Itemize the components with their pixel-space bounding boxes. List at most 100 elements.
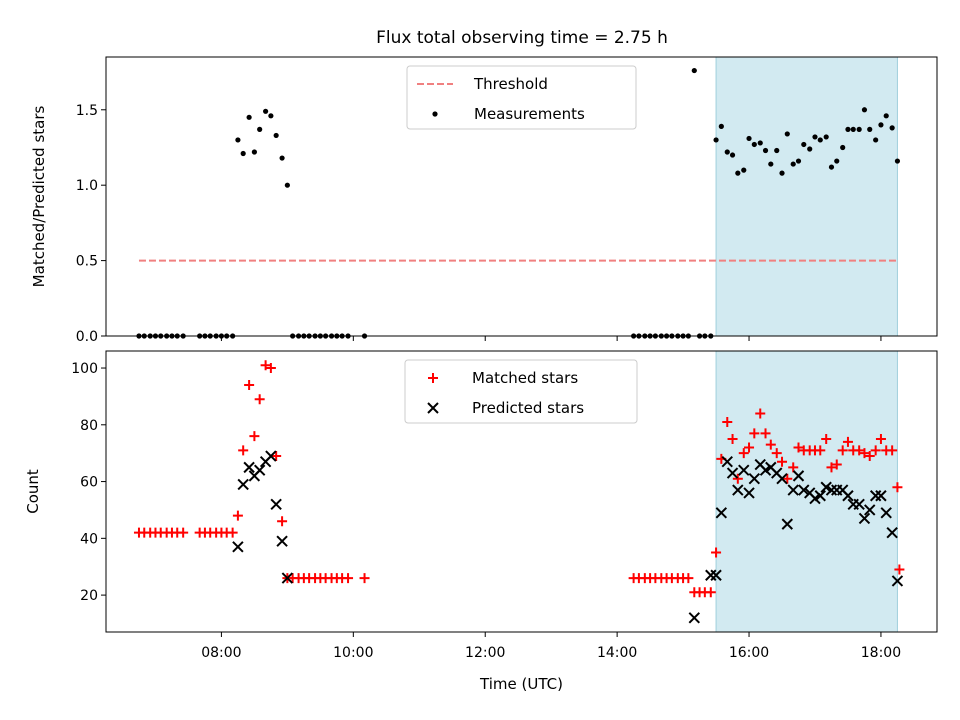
data-point [820,481,832,493]
y-axis-label: Matched/Predicted stars [30,106,48,288]
data-point [814,490,826,502]
data-point [894,564,905,575]
top-panel: 0.0 0.5 1.0 1.5 Matched/Predicted stars Thres… [30,56,938,345]
y-tick-label: 0.0 [76,329,98,345]
data-point [889,125,895,131]
data-point [277,516,288,527]
data-point [729,152,736,158]
data-point [887,445,898,456]
data-point [788,462,799,473]
axes-frame [105,350,938,633]
data-point [251,149,257,155]
data-point [721,455,733,468]
data-point [705,587,716,598]
legend-label: Threshold [473,75,548,93]
legend: Matched stars Predicted stars [404,359,638,424]
y-tick-label: 1.5 [76,103,98,119]
data-point [807,146,813,152]
data-point [823,134,829,140]
y-tick-label: 100 [71,361,98,377]
data-point [705,569,717,581]
axes-frame [105,56,938,337]
data-point [779,170,785,176]
data-point [343,573,354,584]
data-point [741,167,747,173]
y-tick-label: 20 [80,588,98,604]
chart-title: Flux total observing time = 2.75 h [376,28,668,48]
data-point [798,484,810,496]
data-point [254,394,265,405]
data-point [713,137,719,143]
data-point [762,147,769,154]
data-point [710,569,722,581]
data-point [812,134,818,140]
data-point [232,541,244,553]
data-point [246,114,252,120]
x-tick-label: 16:00 [729,645,769,661]
data-point [276,535,288,547]
x-tick-label: 14:00 [597,645,637,661]
data-point [834,158,840,164]
data-point [722,416,733,427]
data-point [279,155,285,161]
data-point [735,170,741,176]
data-point [263,108,269,114]
data-point [240,150,246,157]
data-point [867,126,873,132]
data-point [826,462,837,473]
data-point [774,147,780,154]
legend-label: Predicted stars [472,399,584,417]
data-point [237,478,249,491]
data-point [790,161,796,167]
x-axis-label: Time (UTC) [479,675,563,693]
data-point [691,67,697,74]
data-point [284,182,290,188]
y-tick-label: 40 [80,531,98,547]
data-point [265,363,276,374]
data-point [257,126,263,132]
data-point [854,445,865,456]
data-point [744,442,755,453]
data-point [856,126,862,132]
data-point [718,123,724,129]
data-point [281,572,294,584]
x-tick-label: 08:00 [201,645,241,661]
data-point [273,132,279,139]
data-point [732,473,743,484]
data-point [711,547,722,558]
data-point [765,439,776,450]
data-point [743,487,755,499]
data-point [178,527,189,538]
data-point [809,492,821,505]
data-point [271,451,282,462]
x-tick-label: 12:00 [465,645,505,661]
data-point [850,126,856,132]
data-point [738,448,749,459]
x-tick-label: 10:00 [333,645,373,661]
data-point [238,445,249,456]
data-point [859,448,870,459]
data-point [870,445,881,456]
data-point [886,526,898,539]
data-point [840,144,846,151]
data-point [858,512,871,525]
data-point [781,518,793,530]
legend-marker [428,373,438,383]
data-point [875,490,887,502]
data-point [777,456,788,467]
data-point [755,408,766,419]
data-point [821,433,832,444]
data-point [782,473,793,484]
data-point [748,473,761,485]
y-axis-label: Count [24,469,42,514]
y-tick-label: 1.0 [76,178,98,194]
data-point [894,158,901,164]
legend: Threshold Measurements [406,65,637,130]
data-point [883,113,889,119]
data-point [793,442,804,453]
data-point [738,464,750,476]
data-point [249,431,260,442]
data-point [732,484,744,496]
data-point [776,473,788,485]
data-point [815,445,826,456]
